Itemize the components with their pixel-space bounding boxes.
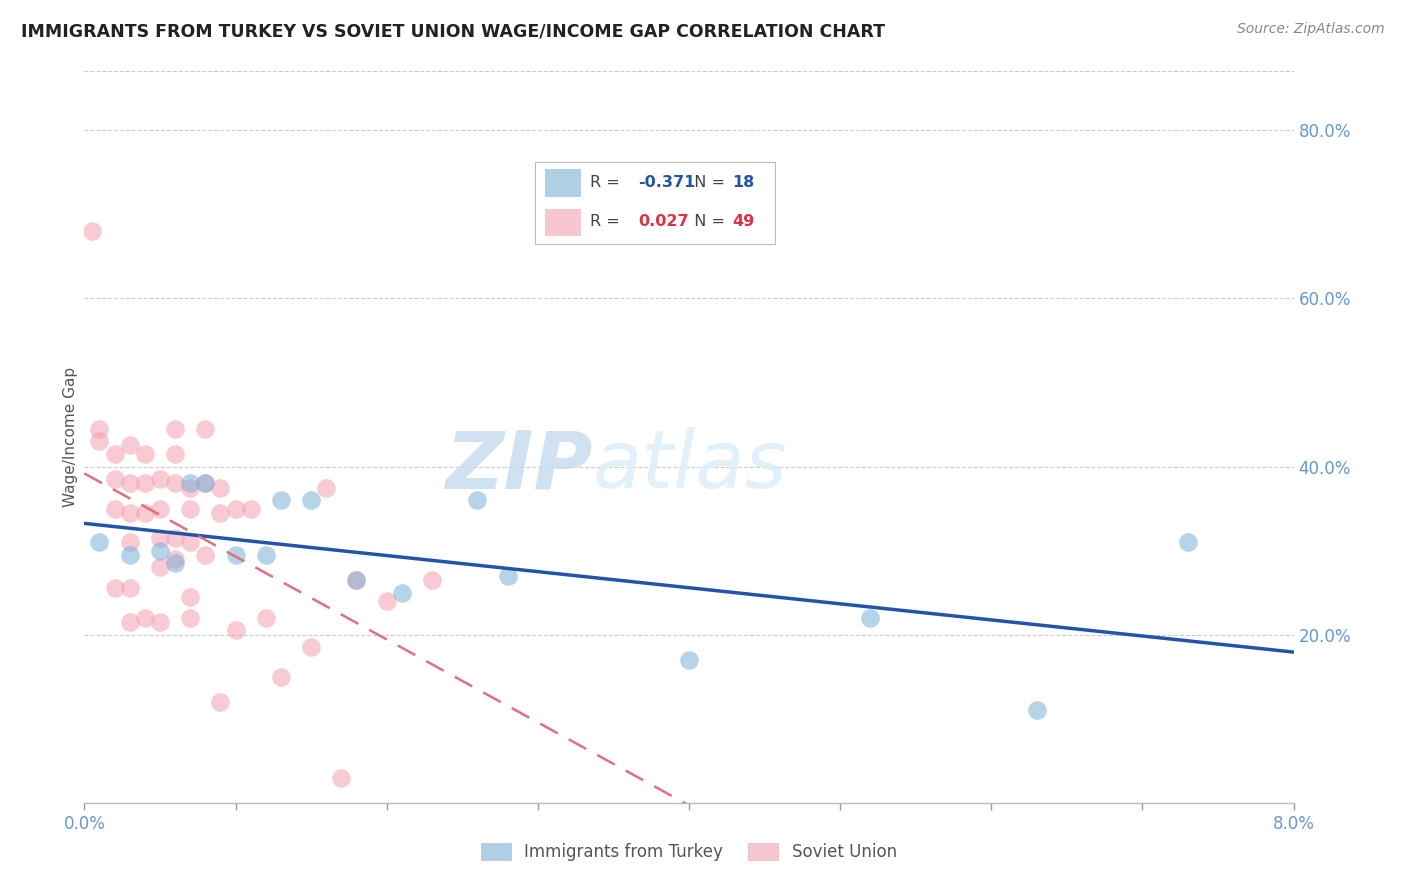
Point: [270, 670, 292, 684]
Point: [346, 573, 368, 587]
Point: [118, 548, 141, 562]
Point: [179, 481, 201, 495]
Point: [165, 531, 187, 545]
Point: [149, 501, 172, 516]
Text: R =: R =: [591, 214, 626, 229]
Text: 0.027: 0.027: [638, 214, 689, 229]
Point: [254, 548, 277, 562]
Text: atlas: atlas: [592, 427, 787, 506]
Point: [179, 611, 201, 625]
Point: [134, 506, 156, 520]
Point: [149, 531, 172, 545]
Text: Source: ZipAtlas.com: Source: ZipAtlas.com: [1237, 22, 1385, 37]
Point: [165, 556, 187, 570]
Point: [179, 476, 201, 491]
Text: 18: 18: [733, 175, 754, 190]
Point: [89, 434, 111, 449]
Point: [209, 481, 232, 495]
Point: [1177, 535, 1199, 549]
Point: [149, 543, 172, 558]
Point: [118, 535, 141, 549]
Point: [209, 695, 232, 709]
Point: [299, 493, 322, 508]
Y-axis label: Wage/Income Gap: Wage/Income Gap: [63, 367, 77, 508]
Point: [149, 560, 172, 574]
Point: [391, 585, 413, 599]
Point: [149, 472, 172, 486]
Point: [118, 582, 141, 596]
Point: [104, 582, 127, 596]
Point: [467, 493, 489, 508]
Point: [80, 224, 103, 238]
Point: [89, 422, 111, 436]
Point: [149, 615, 172, 629]
Point: [118, 476, 141, 491]
Point: [420, 573, 443, 587]
Text: R =: R =: [591, 175, 626, 190]
Bar: [546, 169, 581, 196]
Point: [270, 493, 292, 508]
Point: [165, 447, 187, 461]
Point: [104, 501, 127, 516]
Point: [165, 422, 187, 436]
Legend: Immigrants from Turkey, Soviet Union: Immigrants from Turkey, Soviet Union: [474, 836, 904, 868]
Point: [134, 611, 156, 625]
Text: N =: N =: [683, 214, 730, 229]
Point: [194, 476, 217, 491]
Point: [859, 611, 882, 625]
Point: [496, 569, 519, 583]
Point: [299, 640, 322, 655]
Point: [375, 594, 398, 608]
Point: [134, 476, 156, 491]
Text: 49: 49: [733, 214, 754, 229]
Point: [315, 481, 337, 495]
Point: [118, 615, 141, 629]
Point: [89, 535, 111, 549]
Point: [209, 506, 232, 520]
Point: [104, 472, 127, 486]
Point: [1025, 703, 1047, 717]
Bar: [546, 209, 581, 236]
Text: IMMIGRANTS FROM TURKEY VS SOVIET UNION WAGE/INCOME GAP CORRELATION CHART: IMMIGRANTS FROM TURKEY VS SOVIET UNION W…: [21, 22, 886, 40]
Text: -0.371: -0.371: [638, 175, 696, 190]
Point: [239, 501, 262, 516]
Point: [118, 438, 141, 452]
Point: [104, 447, 127, 461]
Text: ZIP: ZIP: [444, 427, 592, 506]
Point: [134, 447, 156, 461]
Point: [330, 771, 353, 785]
Point: [194, 422, 217, 436]
Point: [346, 573, 368, 587]
Point: [254, 611, 277, 625]
Point: [165, 476, 187, 491]
Point: [194, 548, 217, 562]
Point: [194, 476, 217, 491]
Point: [179, 501, 201, 516]
Point: [179, 535, 201, 549]
Point: [165, 552, 187, 566]
Point: [678, 653, 700, 667]
Point: [179, 590, 201, 604]
Text: N =: N =: [683, 175, 730, 190]
Point: [118, 506, 141, 520]
Point: [225, 624, 247, 638]
Point: [225, 501, 247, 516]
Point: [225, 548, 247, 562]
